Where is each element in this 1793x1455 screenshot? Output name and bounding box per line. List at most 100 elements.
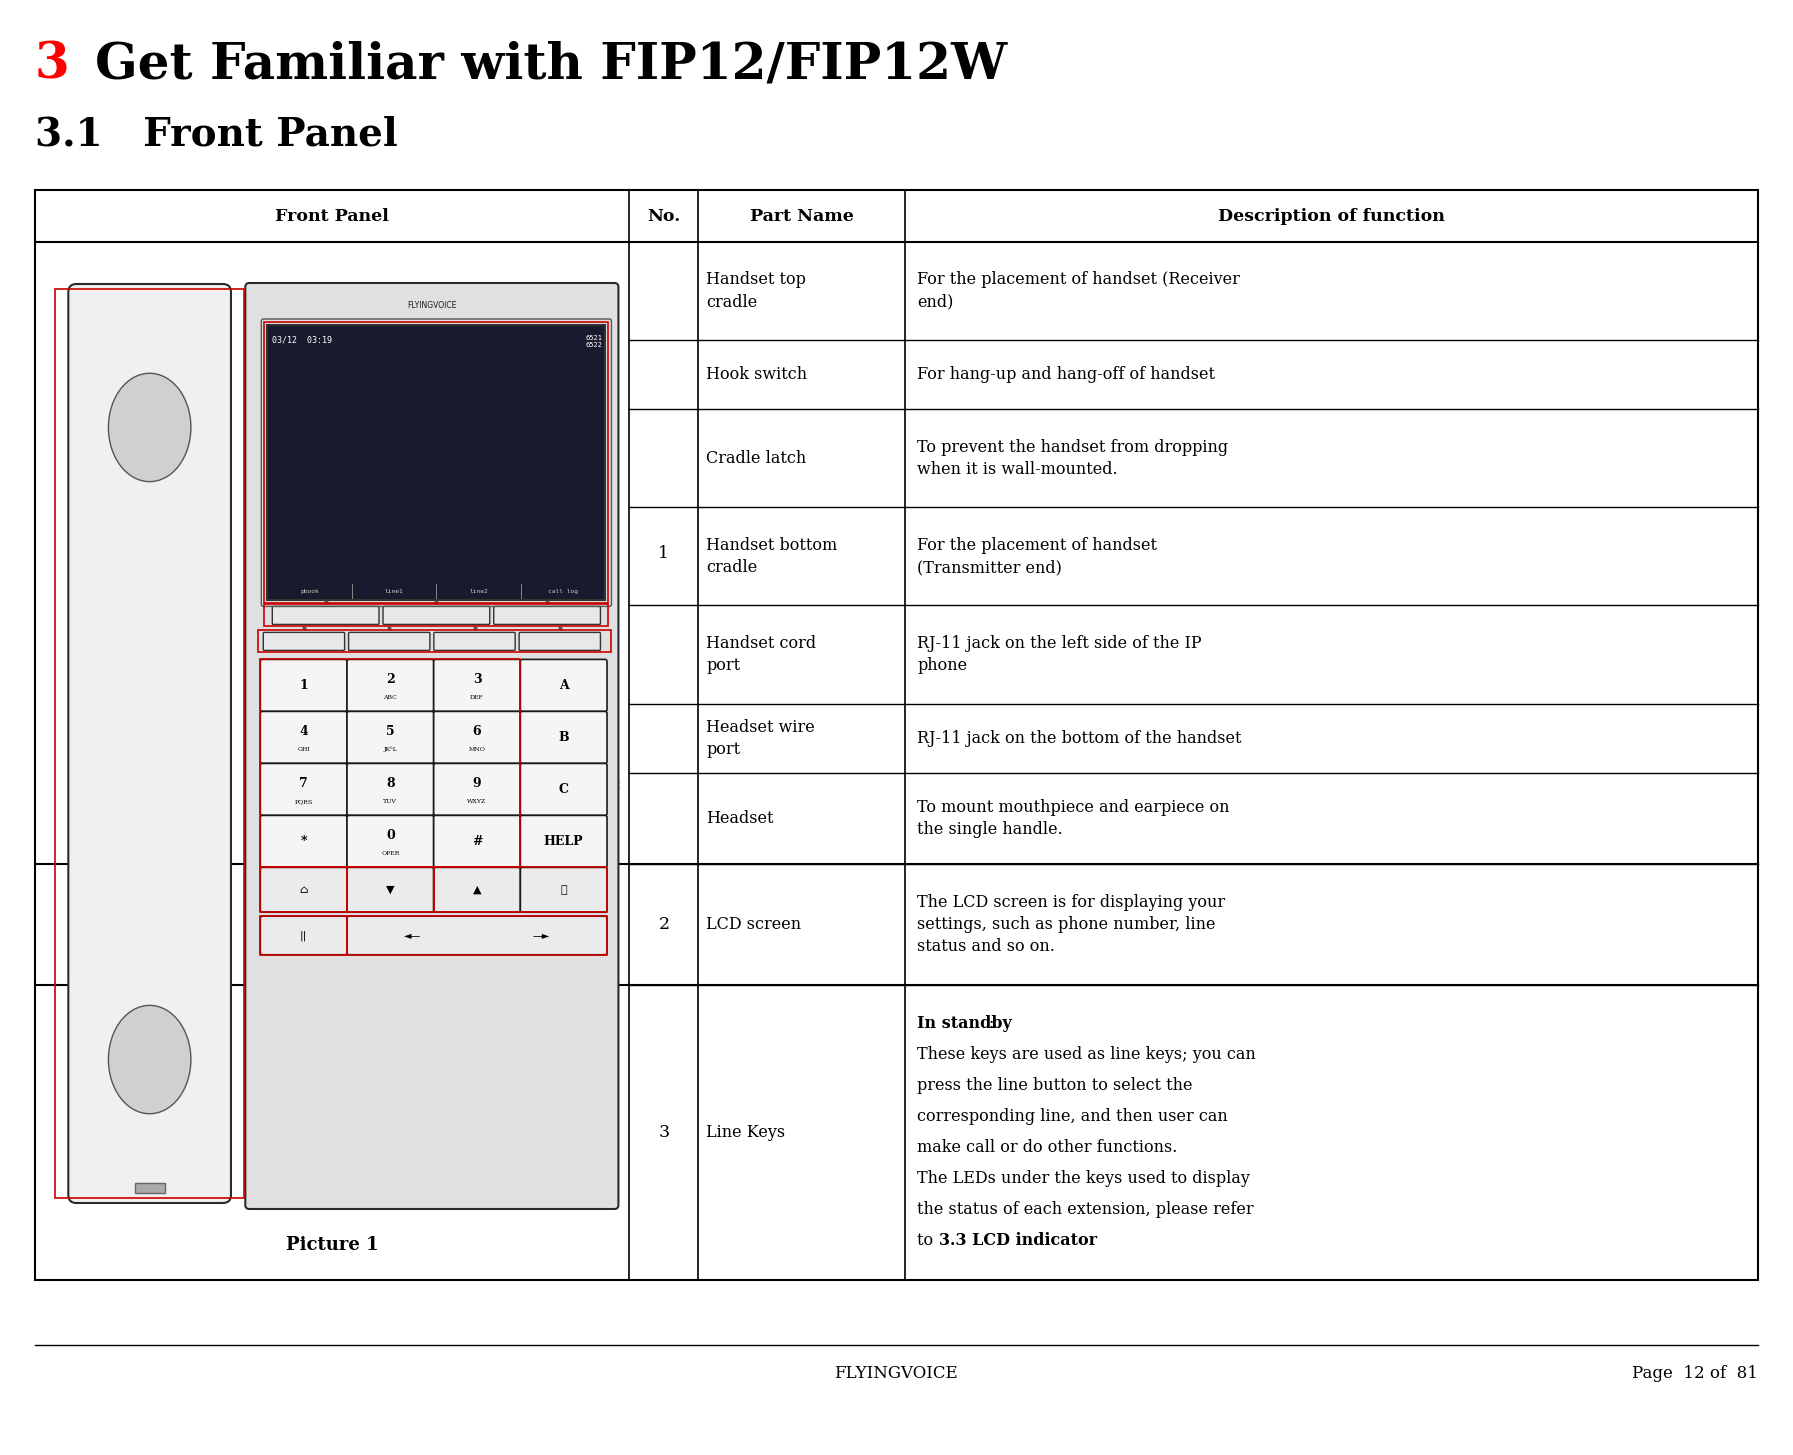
FancyBboxPatch shape [260,659,348,711]
Text: DEF: DEF [470,695,484,700]
Text: 6521
6522: 6521 6522 [586,335,602,348]
Text: 1: 1 [299,679,308,693]
Bar [434,867,608,912]
Text: line2: line2 [470,589,488,595]
Text: 6: 6 [473,973,481,986]
Text: to: to [916,1232,938,1250]
Text: RJ-11 jack on the bottom of the handset: RJ-11 jack on the bottom of the handset [916,729,1241,746]
Bar [258,630,611,652]
Text: RJ-11 jack on the left side of the IP
phone: RJ-11 jack on the left side of the IP ph… [916,634,1201,674]
Text: WXYZ: WXYZ [468,799,486,805]
Text: ⌂: ⌂ [299,885,308,895]
FancyBboxPatch shape [348,659,434,711]
Text: Headset wire
port: Headset wire port [706,719,816,758]
Bar [260,659,520,867]
Text: 03/12  03:19: 03/12 03:19 [273,335,332,343]
Text: 8: 8 [299,998,307,1011]
Text: :: : [988,1016,993,1032]
Text: For hang-up and hang-off of handset: For hang-up and hang-off of handset [916,367,1216,383]
Text: To prevent the handset from dropping
when it is wall-mounted.: To prevent the handset from dropping whe… [916,439,1228,477]
Text: A: A [559,679,568,693]
Bar [260,917,348,954]
Text: 11: 11 [592,973,608,986]
Text: Page  12 of  81: Page 12 of 81 [1632,1365,1757,1382]
FancyBboxPatch shape [260,711,348,764]
Text: *: * [301,835,307,848]
Text: make call or do other functions.: make call or do other functions. [916,1139,1178,1157]
Text: 9: 9 [604,883,613,896]
FancyBboxPatch shape [273,607,378,624]
Text: 3: 3 [658,1123,669,1141]
FancyBboxPatch shape [434,867,520,912]
Text: Get Familiar with FIP12/FIP12W: Get Familiar with FIP12/FIP12W [95,39,1008,89]
Ellipse shape [108,374,190,482]
Text: Handset bottom
cradle: Handset bottom cradle [706,537,837,576]
FancyBboxPatch shape [264,633,344,650]
Bar [56,290,244,1197]
FancyBboxPatch shape [348,917,608,954]
Text: C: C [559,783,568,796]
Text: FLYINGVOICE: FLYINGVOICE [834,1365,957,1382]
Text: 4: 4 [299,725,308,738]
FancyBboxPatch shape [384,607,489,624]
Text: 4: 4 [604,634,613,647]
Text: Hook switch: Hook switch [706,367,807,383]
Text: 5: 5 [385,725,394,738]
Text: To mount mouthpiece and earpiece on
the single handle.: To mount mouthpiece and earpiece on the … [916,799,1230,838]
Text: ◄—: ◄— [405,931,421,940]
Text: TUV: TUV [384,799,398,805]
FancyBboxPatch shape [348,815,434,867]
Text: In standby: In standby [916,1016,1011,1032]
Text: 2: 2 [658,915,669,933]
Text: 7: 7 [346,973,353,986]
Text: MNO: MNO [468,746,486,752]
FancyBboxPatch shape [520,633,601,650]
Bar [348,867,434,912]
Text: ABC: ABC [384,695,398,700]
Text: No.: No. [647,208,681,224]
Text: —►: —► [533,931,550,940]
FancyBboxPatch shape [520,711,608,764]
FancyBboxPatch shape [434,764,520,815]
Text: ▼: ▼ [385,885,394,895]
Text: the status of each extension, please refer: the status of each extension, please ref… [916,1202,1253,1218]
Text: 3.1   Front Panel: 3.1 Front Panel [36,115,398,153]
Text: Handset cord
port: Handset cord port [706,634,816,674]
Text: Line Keys: Line Keys [706,1123,785,1141]
Bar [267,324,606,601]
Text: 3: 3 [604,608,613,621]
Text: 1: 1 [658,544,669,562]
Bar [36,191,1757,1280]
Text: press the line button to select the: press the line button to select the [916,1077,1192,1094]
FancyBboxPatch shape [493,607,601,624]
Text: #: # [472,835,482,848]
Text: The LEDs under the keys used to display: The LEDs under the keys used to display [916,1170,1250,1187]
Text: 6: 6 [473,725,481,738]
Text: FLYINGVOICE: FLYINGVOICE [407,301,457,310]
FancyBboxPatch shape [68,284,231,1203]
Text: 9: 9 [473,777,481,790]
Text: 1: 1 [604,295,613,308]
Text: Part Name: Part Name [749,208,853,224]
Text: 5: 5 [283,973,290,986]
Text: OPER: OPER [382,851,400,856]
Text: 7: 7 [299,777,308,790]
Text: Picture 1: Picture 1 [285,1235,378,1254]
FancyBboxPatch shape [348,711,434,764]
Text: 2: 2 [385,674,394,687]
FancyBboxPatch shape [260,867,348,912]
FancyBboxPatch shape [246,284,619,1209]
Text: 0: 0 [385,829,394,842]
Text: The LCD screen is for displaying your
settings, such as phone number, line
statu: The LCD screen is for displaying your se… [916,893,1225,954]
Bar [264,604,608,627]
Text: Front Panel: Front Panel [276,208,389,224]
Text: pbook: pbook [299,589,319,595]
Text: corresponding line, and then user can: corresponding line, and then user can [916,1109,1228,1125]
Text: Cradle latch: Cradle latch [706,450,807,467]
FancyBboxPatch shape [434,633,515,650]
FancyBboxPatch shape [348,633,430,650]
Text: Description of function: Description of function [1217,208,1445,224]
Text: 2: 2 [604,457,613,469]
Text: For the placement of handset (Receiver
end): For the placement of handset (Receiver e… [916,272,1241,311]
Text: 3.3 LCD indicator: 3.3 LCD indicator [938,1232,1097,1250]
